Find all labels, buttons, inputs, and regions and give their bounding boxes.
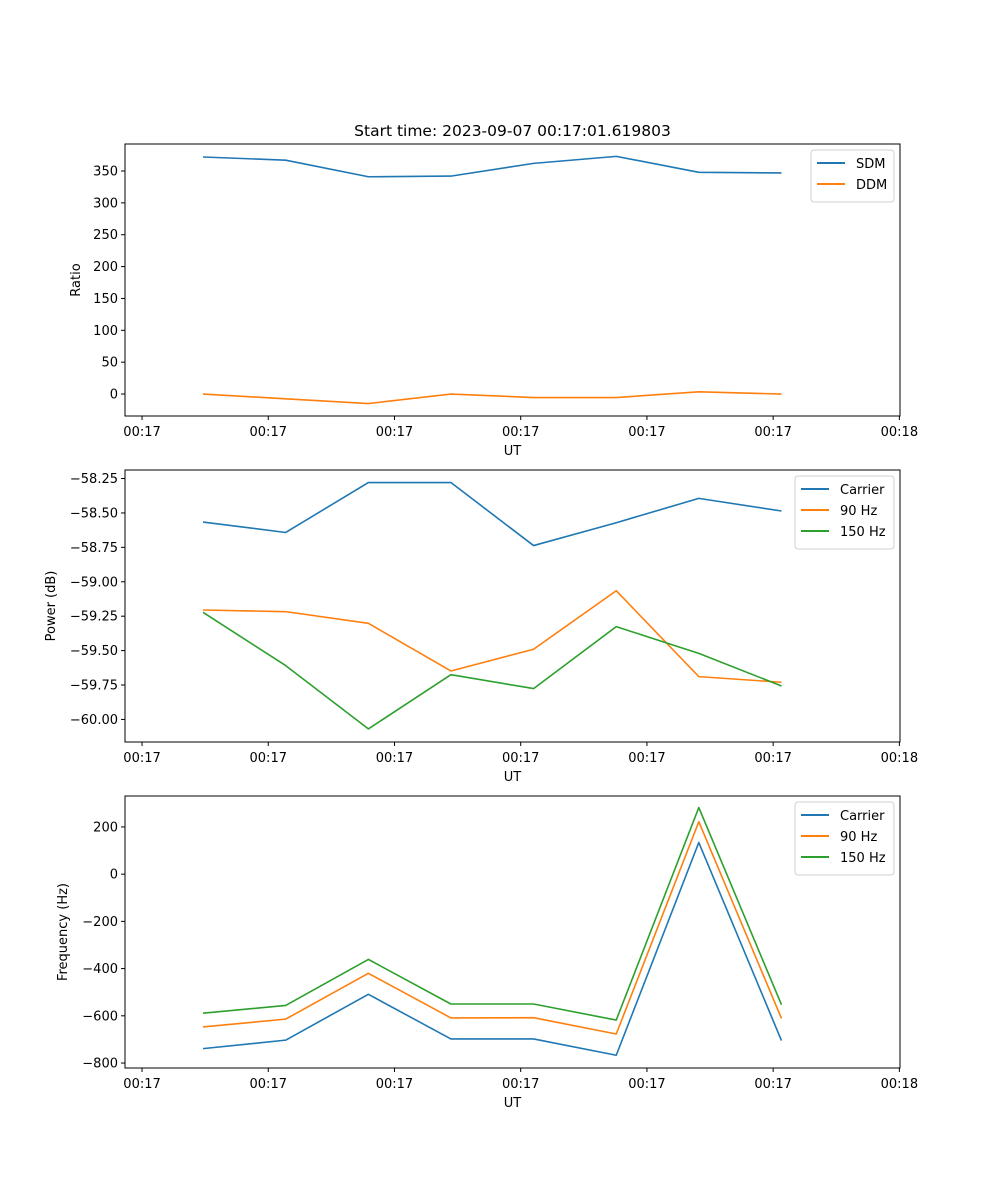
- axes-frame: [124, 795, 901, 1069]
- x-tick-label: 00:17: [123, 1077, 160, 1092]
- chart-title: Start time: 2023-09-07 00:17:01.619803: [354, 122, 671, 140]
- subplot-1: Start time: 2023-09-07 00:17:01.61980300…: [69, 122, 918, 459]
- legend-label: 90 Hz: [840, 830, 877, 845]
- legend-label: 90 Hz: [840, 504, 877, 519]
- y-tick-label: −400: [82, 962, 118, 977]
- y-tick-label: 150: [93, 292, 118, 307]
- series-line-150-hz: [202, 806, 783, 1021]
- x-tick-label: 00:17: [754, 425, 791, 440]
- x-tick-label: 00:17: [502, 1077, 539, 1092]
- y-tick-label: −58.75: [70, 541, 118, 556]
- x-tick-label: 00:17: [376, 425, 413, 440]
- y-tick-label: −59.50: [70, 644, 118, 659]
- y-tick-label: 250: [93, 228, 118, 243]
- x-axis-label: UT: [504, 770, 522, 785]
- x-tick-label: 00:17: [123, 751, 160, 766]
- y-tick-label: 350: [93, 165, 118, 180]
- series-line-150-hz: [202, 611, 782, 730]
- x-tick-label: 00:17: [628, 751, 665, 766]
- y-tick-label: 200: [93, 820, 118, 835]
- x-tick-label: 00:17: [250, 1077, 287, 1092]
- x-tick-label: 00:17: [250, 425, 287, 440]
- y-axis-label: Ratio: [69, 263, 84, 296]
- axes-frame: [124, 469, 901, 743]
- x-axis-label: UT: [504, 1096, 522, 1111]
- y-tick-label: −800: [82, 1057, 118, 1072]
- legend-label: DDM: [856, 178, 887, 193]
- legend-label: 150 Hz: [840, 851, 886, 866]
- y-tick-label: −58.50: [70, 506, 118, 521]
- y-axis-label: Power (dB): [44, 571, 59, 642]
- x-tick-label: 00:17: [123, 425, 160, 440]
- y-tick-label: 100: [93, 324, 118, 339]
- x-tick-label: 00:17: [502, 751, 539, 766]
- legend-label: Carrier: [840, 809, 885, 824]
- y-tick-label: −59.00: [70, 575, 118, 590]
- x-tick-label: 00:17: [754, 1077, 791, 1092]
- y-tick-label: 0: [110, 388, 118, 403]
- x-tick-label: 00:17: [250, 751, 287, 766]
- y-tick-label: −59.25: [70, 610, 118, 625]
- series-line-ddm: [202, 390, 782, 405]
- x-axis-label: UT: [504, 444, 522, 459]
- legend-label: 150 Hz: [840, 525, 886, 540]
- legend: Carrier 90 Hz 150 Hz: [794, 475, 895, 550]
- subplot-3: 00:17 00:17 00:17 00:17 00:17 00:17 00:18 UT −80…: [56, 795, 918, 1111]
- y-tick-label: −60.00: [70, 713, 118, 728]
- series-line-90-hz: [202, 589, 782, 684]
- series-line-sdm: [202, 155, 782, 178]
- x-tick-label: 00:17: [628, 425, 665, 440]
- legend: SDM DDM: [810, 149, 895, 203]
- x-tick-label: 00:18: [881, 1077, 918, 1092]
- x-tick-label: 00:18: [881, 751, 918, 766]
- x-tick-label: 00:17: [628, 1077, 665, 1092]
- y-tick-label: 300: [93, 196, 118, 211]
- legend: Carrier 90 Hz 150 Hz: [794, 801, 895, 876]
- y-tick-label: −59.75: [70, 679, 118, 694]
- y-axis-label: Frequency (Hz): [56, 883, 71, 981]
- y-tick-label: 50: [101, 356, 118, 371]
- subplot-2: 00:17 00:17 00:17 00:17 00:17 00:17 00:18 UT −60…: [44, 469, 918, 785]
- y-tick-label: 200: [93, 260, 118, 275]
- axes-frame: [124, 143, 901, 417]
- legend-label: SDM: [856, 157, 885, 172]
- series-line-carrier: [202, 841, 783, 1057]
- series-line-90-hz: [202, 820, 783, 1035]
- legend-label: Carrier: [840, 483, 885, 498]
- x-tick-label: 00:17: [754, 751, 791, 766]
- x-tick-label: 00:17: [376, 1077, 413, 1092]
- x-tick-label: 00:17: [502, 425, 539, 440]
- x-tick-label: 00:17: [376, 751, 413, 766]
- y-tick-label: 0: [110, 868, 118, 883]
- y-tick-label: −600: [82, 1009, 118, 1024]
- series-line-carrier: [202, 481, 782, 547]
- x-tick-label: 00:18: [881, 425, 918, 440]
- y-tick-label: −200: [82, 915, 118, 930]
- y-tick-label: −58.25: [70, 472, 118, 487]
